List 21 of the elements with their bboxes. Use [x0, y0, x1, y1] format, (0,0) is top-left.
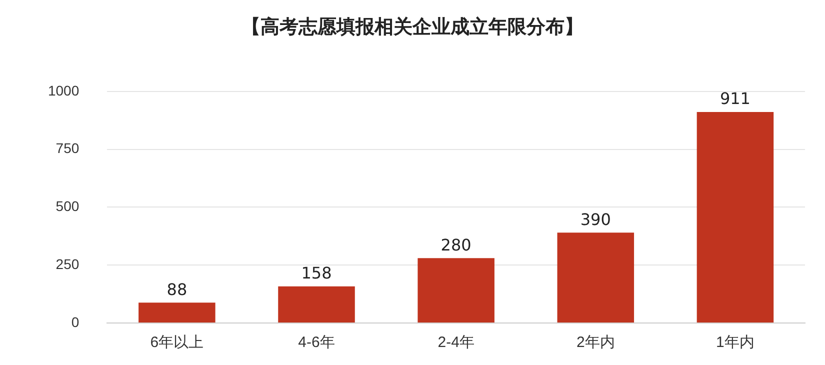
y-tick-label: 250	[56, 256, 80, 272]
data-label: 280	[440, 235, 472, 254]
x-tick-label: 4-6年	[298, 334, 335, 352]
x-tick-label: 6年以上	[150, 334, 204, 352]
data-label: 88	[166, 280, 188, 299]
y-tick-label: 750	[56, 140, 80, 156]
y-tick-label: 0	[71, 314, 80, 330]
x-tick-label: 1年内	[716, 334, 754, 352]
y-tick-label: 1000	[48, 82, 80, 98]
bar	[418, 258, 494, 322]
bar	[138, 302, 216, 322]
data-label: 158	[301, 264, 332, 283]
bar	[557, 232, 634, 322]
x-tick-label: 2年内	[576, 334, 615, 352]
bar	[278, 286, 355, 322]
x-tick-label: 2-4年	[438, 334, 474, 352]
data-label: 390	[580, 210, 611, 229]
chart-title: 【高考志愿填报相关企业成立年限分布】	[240, 15, 584, 40]
y-tick-label: 500	[56, 198, 80, 214]
bar	[696, 112, 774, 322]
data-label: 911	[720, 89, 750, 108]
